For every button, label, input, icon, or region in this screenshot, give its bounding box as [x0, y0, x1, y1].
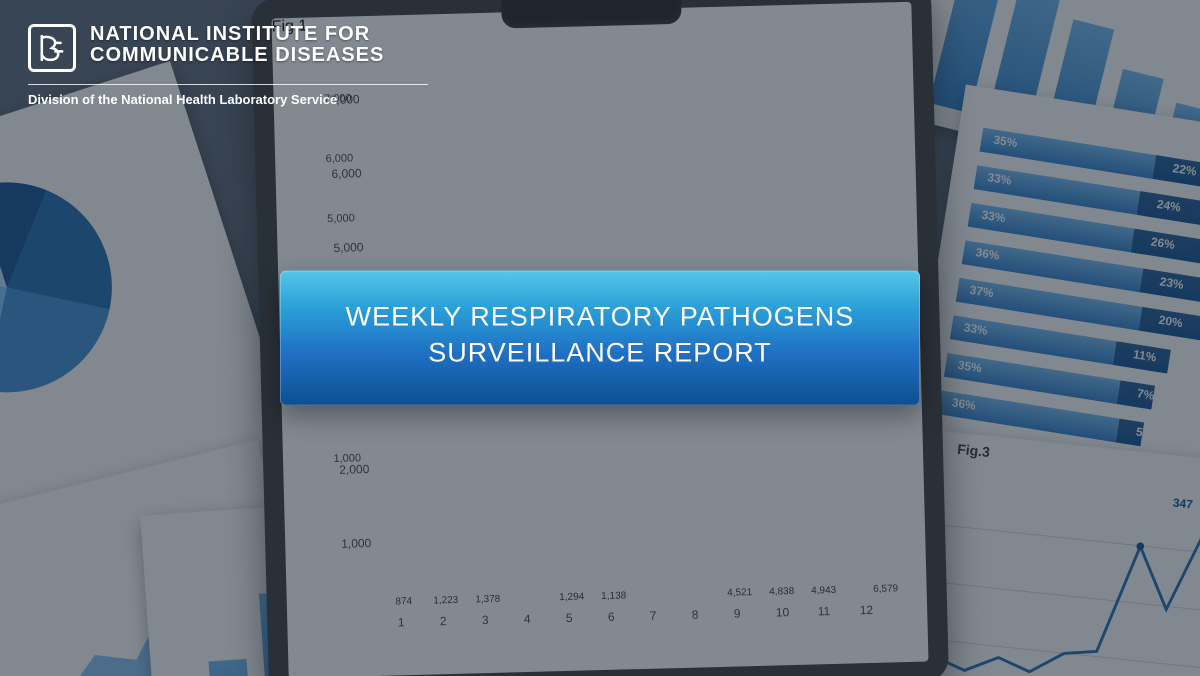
fig1-bar-group: 1,294	[558, 604, 590, 605]
fig1-bar-group: 4,838	[768, 599, 800, 600]
fig1-bar-group: 1,378	[474, 607, 506, 608]
fig10-pct-b: 5%	[1135, 424, 1154, 441]
org-subtitle: Division of the National Health Laborato…	[28, 84, 337, 107]
fig1-xtick: 6	[608, 610, 615, 624]
fig1-ytick: 5,000	[333, 240, 363, 255]
title-line1: WEEKLY RESPIRATORY PATHOGENS	[310, 299, 890, 335]
fig1-ytick: 1,000	[341, 536, 371, 551]
fig1-xtick: 11	[818, 604, 831, 618]
fig1-xtick: 9	[734, 606, 741, 620]
fig3-peak-label: 347	[1172, 496, 1193, 512]
fig1-bar-group: 874	[390, 609, 422, 610]
fig1-bar-value-label: 6,579	[866, 583, 906, 595]
fig1-bar-value-label: 1,294	[552, 591, 592, 603]
fig1-xtick: 7	[650, 609, 657, 623]
fig1-bar-value-label: 1,138	[594, 590, 634, 602]
fig1-xtick: 5	[566, 611, 573, 625]
fig1-bar-value-label: 1,378	[468, 594, 508, 606]
fig1-bar-group	[642, 602, 674, 603]
fig1-xtick: 2	[440, 614, 447, 628]
org-logo-block: NATIONAL INSTITUTE FOR COMMUNICABLE DISE…	[28, 24, 384, 72]
fig1-bar-group	[516, 605, 548, 606]
pie-chart: 268	[0, 155, 139, 420]
fig1-bar-group: 4,521	[726, 600, 758, 601]
org-logo-icon	[28, 24, 76, 72]
org-name-line1: NATIONAL INSTITUTE FOR	[90, 24, 384, 45]
clipboard-clip	[501, 0, 682, 28]
fig1-xtick: 1	[398, 615, 405, 629]
fig5-pie: 268	[0, 155, 139, 420]
fig1-xtick: 12	[860, 603, 874, 617]
fig1-bar-group: 1,138	[600, 603, 632, 604]
org-name: NATIONAL INSTITUTE FOR COMMUNICABLE DISE…	[90, 24, 384, 66]
fig1-bar-value-label: 874	[384, 596, 424, 608]
fig1-bar-value-label: 4,943	[804, 585, 844, 597]
fig1-bar-group: 4,943	[810, 598, 842, 599]
fig3-label: Fig.3	[957, 441, 991, 460]
fig1-bar-value-label: 4,838	[762, 586, 802, 598]
fig1-xtick: 3	[482, 613, 489, 627]
fig10-pct-b: 7%	[1136, 386, 1155, 403]
title-line2: SURVEILLANCE REPORT	[310, 335, 890, 371]
fig1-bar-value-label: 4,521	[720, 587, 760, 599]
org-name-line2: COMMUNICABLE DISEASES	[90, 45, 384, 66]
report-cover: Fig.5 268 2 Fig.10 35%22%33%24%33%26%36%…	[0, 0, 1200, 676]
bottom-bar	[209, 659, 254, 676]
title-banner: WEEKLY RESPIRATORY PATHOGENS SURVEILLANC…	[280, 271, 920, 406]
fig1-bar-group	[684, 601, 716, 602]
fig1-bar-value-label: 1,223	[426, 595, 466, 607]
fig1-ytick: 6,000	[331, 166, 361, 181]
fig1-xtick: 4	[524, 612, 531, 626]
fig1-xtick: 10	[776, 605, 790, 619]
fig1-ytick: 2,000	[339, 462, 369, 477]
fig1-xtick: 8	[692, 608, 699, 622]
fig1-bar-group: 1,223	[432, 608, 464, 609]
fig1-bar-group: 6,579	[852, 597, 884, 598]
